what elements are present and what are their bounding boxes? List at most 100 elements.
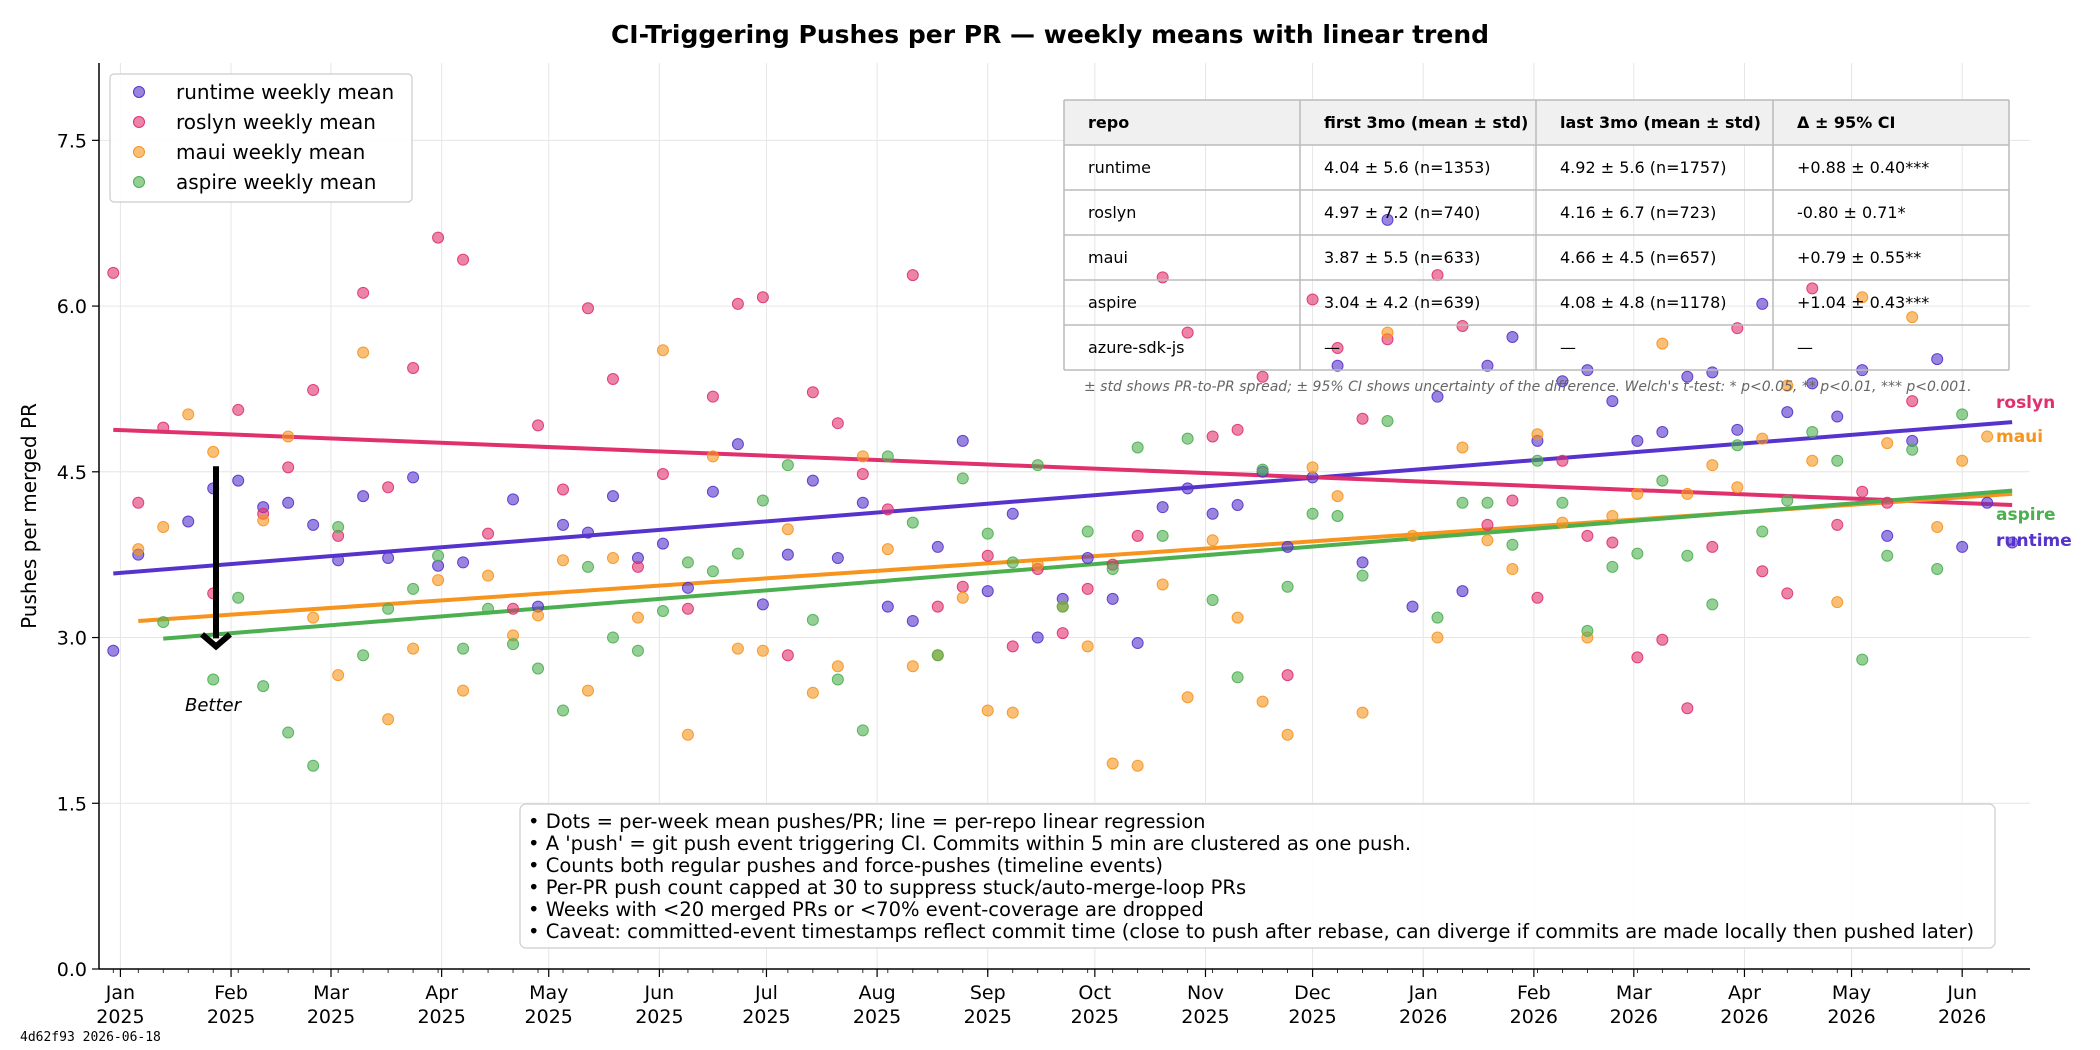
point-aspire — [482, 602, 495, 615]
point-roslyn — [1206, 430, 1219, 443]
point-maui — [806, 686, 819, 699]
point-roslyn — [307, 384, 320, 397]
stats-cell: +0.79 ± 0.55** — [1797, 248, 1921, 267]
x-tick-month: Jun — [644, 982, 675, 1004]
point-maui — [1606, 510, 1619, 522]
point-roslyn — [107, 266, 120, 279]
note-line: • Per-PR push count capped at 30 to supp… — [528, 876, 1246, 899]
point-maui — [257, 514, 270, 527]
point-runtime — [1881, 529, 1894, 542]
point-runtime — [407, 471, 420, 484]
point-aspire — [257, 680, 270, 693]
point-roslyn — [1006, 640, 1019, 653]
point-maui — [1656, 337, 1669, 350]
legend-label-maui: maui weekly mean — [176, 140, 365, 164]
point-aspire — [1206, 593, 1219, 606]
y-axis-title: Pushes per merged PR — [17, 403, 41, 629]
note-line: • Dots = per-week mean pushes/PR; line =… — [528, 810, 1206, 833]
point-runtime — [1281, 540, 1294, 553]
point-runtime — [1431, 390, 1444, 403]
stats-header-cell: last 3mo (mean ± std) — [1560, 113, 1761, 132]
point-runtime — [1181, 482, 1194, 495]
point-aspire — [981, 527, 994, 540]
point-aspire — [1031, 459, 1044, 472]
stats-cell: 4.97 ± 7.2 (n=740) — [1324, 203, 1480, 222]
point-roslyn — [1056, 627, 1069, 640]
point-aspire — [906, 516, 919, 529]
point-aspire — [1631, 547, 1644, 560]
point-roslyn — [1556, 454, 1569, 467]
x-tick-month: Jan — [105, 982, 135, 1004]
point-runtime — [606, 490, 619, 503]
point-aspire — [1956, 408, 1969, 421]
x-tick-month: Jul — [754, 982, 778, 1004]
point-runtime — [1831, 410, 1844, 423]
point-maui — [1956, 454, 1969, 467]
y-tick-label: 3.0 — [57, 628, 87, 650]
x-tick-year: 2025 — [525, 1006, 573, 1028]
point-aspire — [507, 638, 520, 651]
point-runtime — [1931, 353, 1944, 366]
point-roslyn — [581, 302, 594, 315]
point-aspire — [1381, 414, 1394, 427]
point-maui — [1156, 578, 1169, 591]
point-aspire — [1481, 496, 1494, 509]
point-maui — [631, 611, 644, 624]
point-aspire — [1906, 443, 1919, 456]
y-tick-label: 0.0 — [57, 959, 87, 981]
point-maui — [606, 551, 619, 564]
point-aspire — [1156, 529, 1169, 542]
y-ticks: 0.0 1.5 3.0 4.5 6.0 7.5 — [57, 130, 99, 981]
point-aspire — [307, 759, 320, 772]
point-maui — [1631, 487, 1644, 500]
point-aspire — [1856, 653, 1869, 666]
stats-header-cell: Δ ± 95% CI — [1797, 113, 1896, 132]
point-maui — [407, 642, 420, 655]
point-maui — [1081, 640, 1094, 653]
point-runtime — [282, 496, 295, 509]
point-runtime — [1756, 297, 1769, 310]
point-aspire — [606, 631, 619, 644]
point-maui — [432, 574, 445, 587]
stats-cell: maui — [1088, 248, 1128, 267]
legend-marker-roslyn — [133, 116, 145, 128]
stats-cell: -0.80 ± 0.71* — [1797, 203, 1906, 222]
point-maui — [1031, 558, 1044, 571]
point-maui — [1506, 563, 1519, 576]
point-roslyn — [1456, 319, 1469, 332]
point-maui — [756, 644, 769, 657]
point-runtime — [332, 554, 345, 567]
point-runtime — [956, 434, 969, 447]
point-runtime — [382, 551, 395, 564]
point-runtime — [307, 518, 320, 531]
stats-cell: 3.04 ± 4.2 (n=639) — [1324, 293, 1480, 312]
x-tick-year: 2025 — [964, 1006, 1012, 1028]
point-runtime — [182, 515, 195, 528]
point-aspire — [407, 582, 420, 595]
x-tick-year: 2026 — [1720, 1006, 1768, 1028]
point-maui — [1756, 432, 1769, 445]
point-runtime — [856, 496, 869, 509]
note-line: • A 'push' = git push event triggering C… — [528, 832, 1411, 855]
point-runtime — [1156, 501, 1169, 514]
point-maui — [482, 569, 495, 582]
point-roslyn — [1131, 529, 1144, 542]
point-maui — [532, 609, 545, 622]
point-roslyn — [806, 386, 819, 399]
point-roslyn — [1656, 633, 1669, 646]
point-maui — [1881, 437, 1894, 450]
point-aspire — [881, 450, 894, 463]
point-roslyn — [1856, 485, 1869, 498]
point-roslyn — [1781, 587, 1794, 600]
point-runtime — [1131, 637, 1144, 650]
x-tick-month: Apr — [1728, 982, 1761, 1004]
x-tick-year: 2025 — [635, 1006, 683, 1028]
point-runtime — [1606, 395, 1619, 408]
point-roslyn — [831, 417, 844, 430]
build-stamp: 4d62f93 2026-06-18 — [20, 1030, 161, 1045]
point-roslyn — [1756, 565, 1769, 578]
point-roslyn — [532, 419, 545, 432]
point-roslyn — [706, 390, 719, 403]
point-aspire — [1581, 624, 1594, 637]
